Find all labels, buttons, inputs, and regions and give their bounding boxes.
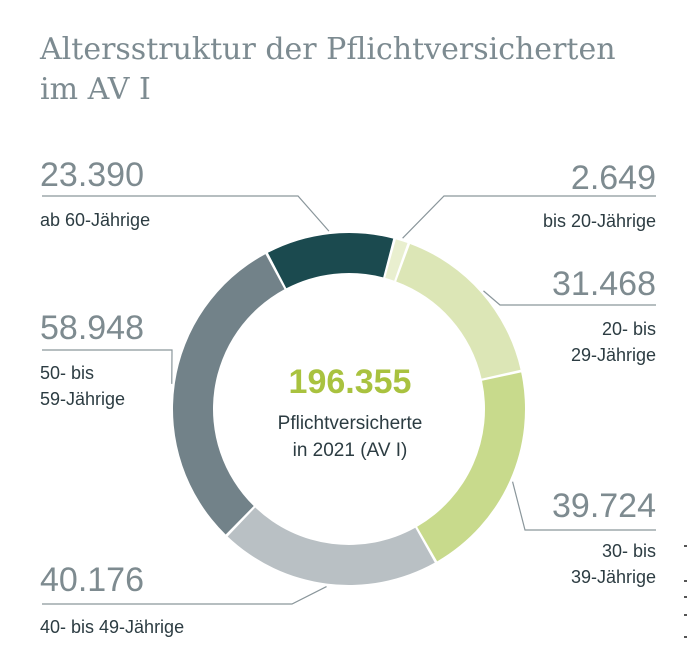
donut-slices (172, 233, 525, 585)
label-40-49-line-1: 40- bis 49-Jährige (40, 617, 185, 637)
chart-title: Altersstruktur der Pflichtversicherten i… (40, 30, 660, 110)
edge-tick (684, 636, 687, 638)
label-40-49: 40- bis 49-Jährige (40, 614, 184, 640)
label-bis-20-line-1: bis 20-Jährige (542, 211, 656, 231)
leader-line-5 (42, 349, 173, 384)
leader-line-6 (42, 195, 330, 232)
label-50-59-line-1: 50- bis (40, 363, 95, 383)
chart-title-line-1: Altersstruktur der Pflichtversicherten (40, 32, 616, 67)
leader-line-2 (483, 290, 656, 306)
leader-lines (42, 195, 656, 605)
label-30-39-line-1: 30- bis (601, 541, 656, 561)
center-label: Pflichtversicherte in 2021 (AV I) (230, 410, 470, 464)
donut-slice-6 (267, 233, 394, 289)
label-50-59-line-2: 59-Jährige (40, 389, 126, 409)
label-30-39-line-2: 39-Jährige (570, 567, 656, 587)
value-20-29: 31.468 (552, 265, 656, 303)
edge-tick (684, 614, 687, 616)
label-20-29: 20- bis 29-Jährige (571, 316, 656, 368)
label-30-39: 30- bis 39-Jährige (571, 538, 656, 590)
chart-title-line-2: im AV I (40, 72, 151, 107)
label-bis-20: bis 20-Jährige (543, 208, 656, 234)
label-50-59: 50- bis 59-Jährige (40, 360, 125, 412)
value-30-39: 39.724 (552, 487, 656, 525)
donut-slice-3 (417, 372, 525, 562)
label-20-29-line-1: 20- bis (601, 319, 656, 339)
label-ab-60-line-1: ab 60-Jährige (40, 210, 151, 230)
center-label-line-2: in 2021 (AV I) (292, 440, 408, 461)
leader-line-1 (402, 195, 656, 239)
donut-slice-1 (385, 239, 408, 281)
edge-tick (684, 545, 687, 547)
donut-slice-2 (396, 243, 521, 379)
center-label-line-1: Pflichtversicherte (277, 413, 423, 434)
value-bis-20: 2.649 (570, 159, 656, 197)
value-50-59: 58.948 (40, 309, 144, 347)
value-ab-60: 23.390 (40, 156, 144, 194)
leader-line-4 (42, 586, 327, 605)
label-ab-60: ab 60-Jährige (40, 207, 150, 233)
donut-slice-4 (227, 507, 435, 585)
edge-tick (684, 580, 687, 582)
edge-tick (684, 596, 687, 598)
leader-line-3 (511, 481, 656, 531)
center-total: 196.355 (288, 363, 412, 401)
donut-slice-5 (172, 254, 285, 535)
label-20-29-line-2: 29-Jährige (570, 345, 656, 365)
value-40-49: 40.176 (40, 561, 144, 599)
